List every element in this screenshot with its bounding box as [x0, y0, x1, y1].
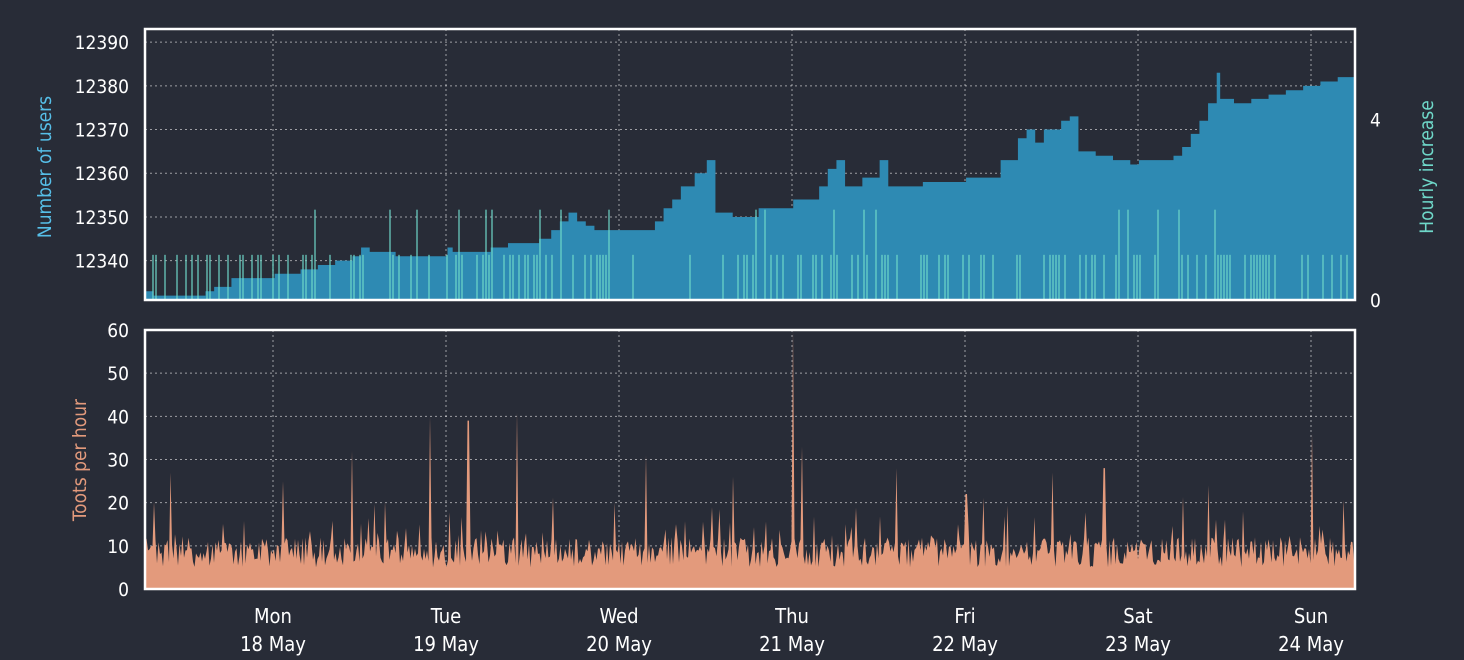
x-tick-date: 21 May	[759, 632, 825, 656]
x-tick-date: 18 May	[240, 632, 306, 656]
toots-area-path	[145, 330, 1355, 589]
y-tick-label: 60	[107, 320, 129, 342]
x-tick-day: Sun	[1294, 604, 1328, 628]
y-tick-label: 40	[107, 406, 129, 428]
hourly-increase-spikes	[152, 209, 1348, 300]
bottom-panel-frame	[143, 328, 1357, 591]
y-tick-label-right: 0	[1370, 290, 1381, 312]
top-panel-frame	[143, 27, 1357, 302]
bottom-y-ticks: 0 10 20 30 40 50 60	[107, 320, 129, 601]
y-tick-label: 30	[107, 450, 129, 472]
y-tick-label: 0	[118, 579, 129, 601]
y-tick-label: 12360	[75, 163, 129, 185]
y-axis-label-users: Number of users	[34, 96, 56, 238]
top-y-ticks: 12340 12350 12360 12370 12380 12390	[75, 32, 129, 273]
y-tick-label: 10	[107, 536, 129, 558]
x-tick-day: Mon	[254, 604, 292, 628]
x-tick-day: Wed	[599, 604, 638, 628]
x-tick-date: 20 May	[586, 632, 652, 656]
x-tick-date: 22 May	[932, 632, 998, 656]
y-tick-label: 12380	[75, 76, 129, 98]
x-tick-day: Thu	[774, 604, 809, 628]
y-tick-label: 12370	[75, 120, 129, 142]
users-area	[145, 59, 1355, 301]
y-tick-label-right: 4	[1370, 109, 1381, 131]
x-axis-ticks: Mon 18 May Tue 19 May Wed 20 May Thu 21 May Fri 2…	[240, 604, 1344, 656]
x-tick-day: Tue	[430, 604, 461, 628]
x-tick-day: Sat	[1123, 604, 1153, 628]
y-tick-label: 12350	[75, 207, 129, 229]
y-axis-label-hourly-increase: Hourly increase	[1416, 100, 1438, 233]
y-tick-label: 20	[107, 493, 129, 515]
x-tick-date: 23 May	[1105, 632, 1171, 656]
y-tick-label: 12340	[75, 251, 129, 273]
x-tick-date: 19 May	[413, 632, 479, 656]
y-axis-label-toots: Toots per hour	[69, 398, 91, 522]
users-area-path	[145, 59, 1355, 301]
y-tick-label: 12390	[75, 32, 129, 54]
toots-area	[145, 330, 1355, 589]
y-tick-label: 50	[107, 363, 129, 385]
top-y-ticks-right: 04	[1370, 109, 1381, 312]
x-tick-date: 24 May	[1278, 632, 1344, 656]
x-tick-day: Fri	[954, 604, 975, 628]
